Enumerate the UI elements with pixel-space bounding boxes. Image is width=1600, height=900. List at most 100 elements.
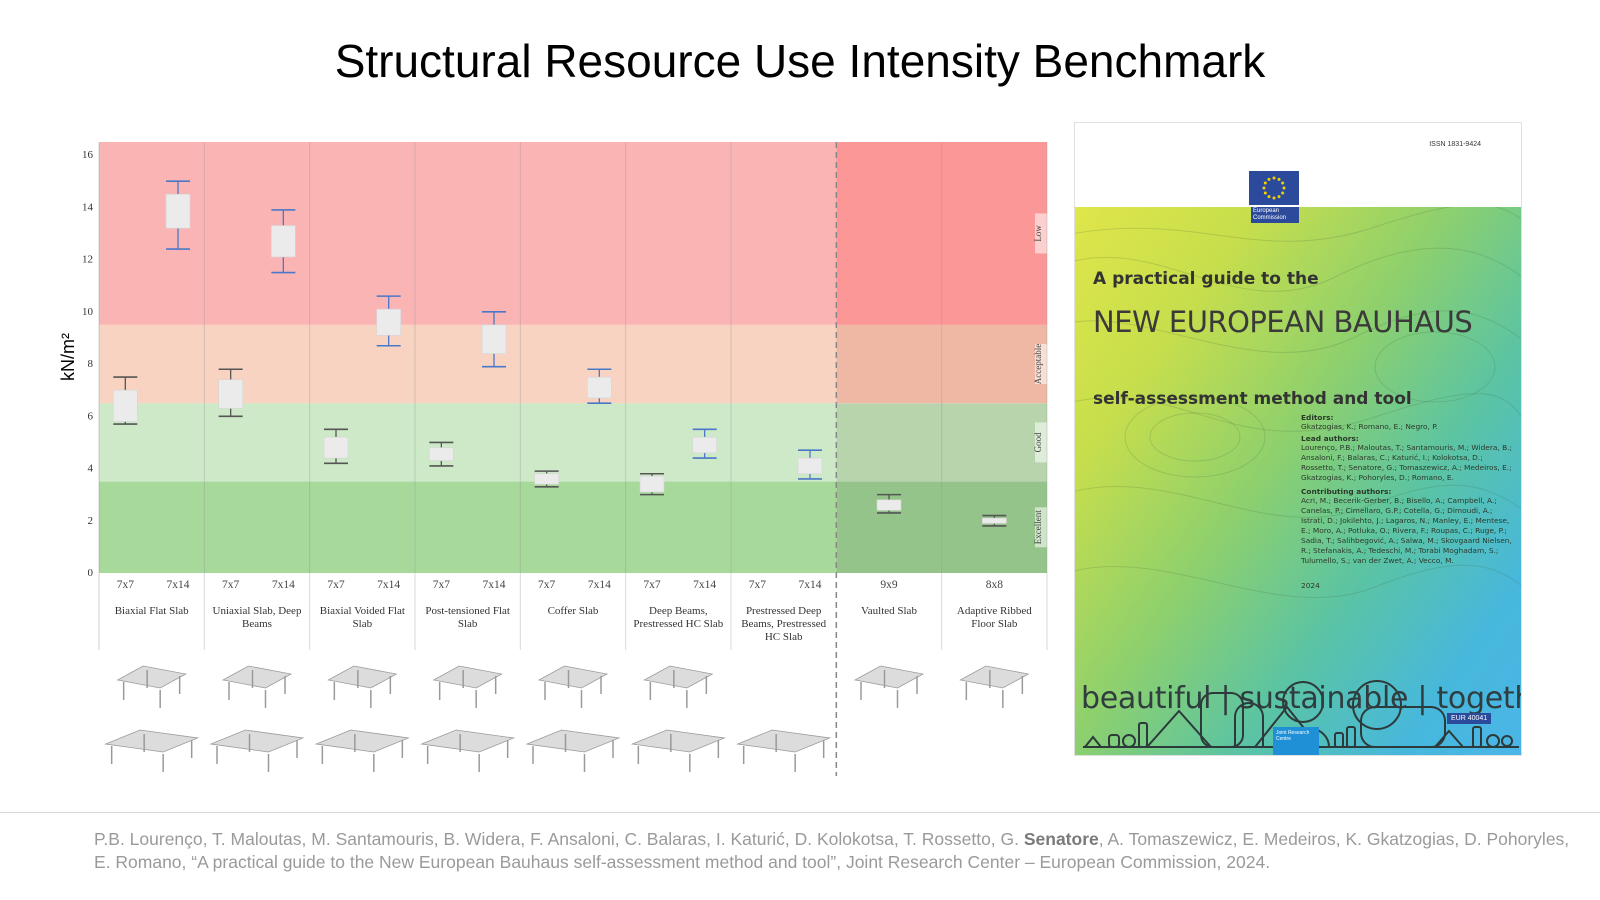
structure-thumbnail xyxy=(736,729,832,753)
box xyxy=(797,457,823,475)
box xyxy=(429,447,454,461)
group-label: Post-tensioned Flat xyxy=(425,605,510,617)
eu-star xyxy=(1267,177,1271,181)
box xyxy=(587,376,612,399)
span-label: 8x8 xyxy=(986,579,1004,591)
group-label: Slab xyxy=(458,618,478,630)
box xyxy=(481,324,507,354)
structure-thumbnail xyxy=(853,665,925,689)
band-excellent-right xyxy=(836,481,1047,573)
span-label: 9x9 xyxy=(880,579,898,591)
span-label: 7x14 xyxy=(167,579,190,591)
span-label: 7x14 xyxy=(377,579,400,591)
structure-thumbnail xyxy=(420,729,516,753)
structure-thumbnail xyxy=(525,729,621,753)
group-label: Deep Beams, xyxy=(649,605,708,617)
cover-contrib-label: Contributing authors: xyxy=(1301,487,1392,496)
structure-thumbnail xyxy=(537,665,609,689)
span-label: 7x14 xyxy=(483,579,506,591)
cover-tagline: beautiful | sustainable | together xyxy=(1081,681,1522,716)
y-tick-label: 4 xyxy=(88,463,94,475)
span-label: 7x14 xyxy=(272,579,295,591)
citation: P.B. Lourenço, T. Maloutas, M. Santamour… xyxy=(94,828,1574,874)
eu-star xyxy=(1282,186,1286,190)
jrc-logo: Joint Research Centre xyxy=(1273,727,1319,755)
span-label: 7x7 xyxy=(749,579,767,591)
band-excellent xyxy=(99,481,837,573)
citation-highlight: Senatore xyxy=(1023,829,1099,849)
box xyxy=(639,476,665,493)
band-label-bg xyxy=(1035,507,1047,548)
box xyxy=(982,517,1007,524)
span-label: 7x7 xyxy=(643,579,661,591)
structure-thumbnail xyxy=(630,729,726,753)
group-label: Uniaxial Slab, Deep xyxy=(213,605,302,617)
cover-heading-3: self-assessment method and tool xyxy=(1093,389,1412,409)
cover-lead-authors: Lourenço, P.B.; Maloutas, T.; Santamouri… xyxy=(1301,443,1513,482)
group-label: Adaptive Ribbed xyxy=(957,605,1032,617)
band-low xyxy=(99,142,837,325)
y-tick-label: 0 xyxy=(88,567,94,579)
eur-number: EUR 40041 xyxy=(1447,713,1492,724)
eu-star xyxy=(1277,195,1281,199)
structure-thumbnail xyxy=(116,665,187,689)
span-label: 7x7 xyxy=(222,579,240,591)
ec-logo: European Commission xyxy=(1249,171,1321,235)
band-label: Excellent xyxy=(1033,510,1043,544)
group-label: Floor Slab xyxy=(971,618,1018,630)
box xyxy=(165,193,191,229)
footer-divider xyxy=(0,812,1600,813)
box xyxy=(113,389,138,422)
eu-star xyxy=(1277,177,1281,181)
citation-text-end: , A. Tomaszewicz, E. Medeiros, K. Gkatzo… xyxy=(94,829,1570,872)
structure-thumbnail xyxy=(327,665,398,689)
y-tick-label: 6 xyxy=(88,410,94,422)
band-label-bg xyxy=(1035,213,1047,254)
group-label: Beams, Prestressed xyxy=(741,618,826,630)
y-tick-label: 14 xyxy=(82,201,94,213)
group-label: Prestressed HC Slab xyxy=(633,618,723,630)
span-label: 7x7 xyxy=(327,579,345,591)
box xyxy=(271,225,296,258)
group-label: Biaxial Voided Flat xyxy=(320,605,405,617)
span-label: 7x14 xyxy=(693,579,716,591)
band-low-right xyxy=(836,142,1047,325)
eu-flag-icon xyxy=(1249,171,1299,205)
band-label-bg xyxy=(1035,344,1047,385)
structure-thumbnail xyxy=(209,729,305,753)
span-label: 7x14 xyxy=(588,579,611,591)
span-label: 7x7 xyxy=(117,579,135,591)
contour-pattern xyxy=(1075,207,1521,748)
structure-thumbnail xyxy=(314,729,410,753)
group-label: Coffer Slab xyxy=(548,605,599,617)
span-label: 7x14 xyxy=(799,579,822,591)
band-acceptable-right xyxy=(836,324,1047,404)
cover-editors: Gkatzogias, K.; Romano, E.; Negro, P. xyxy=(1301,422,1438,431)
ec-logo-label: European Commission xyxy=(1251,207,1299,223)
structure-thumbnail xyxy=(432,665,503,689)
eu-star xyxy=(1267,195,1271,199)
cover-heading-2: NEW EUROPEAN BAUHAUS xyxy=(1093,305,1473,339)
band-label: Acceptable xyxy=(1033,344,1043,384)
box xyxy=(534,473,559,485)
structure-thumbnail xyxy=(221,665,293,689)
span-label: 7x7 xyxy=(433,579,451,591)
band-label-bg xyxy=(1035,422,1047,463)
y-axis-label: kN/m² xyxy=(58,333,78,381)
y-tick-label: 2 xyxy=(88,515,94,527)
structure-thumbnail xyxy=(643,665,714,689)
band-good-right xyxy=(836,403,1047,482)
cover-editors-label: Editors: xyxy=(1301,413,1334,422)
cover-heading-1: A practical guide to the xyxy=(1093,269,1319,289)
box xyxy=(218,379,243,409)
box xyxy=(323,436,349,459)
citation-text: P.B. Lourenço, T. Maloutas, M. Santamour… xyxy=(94,829,1024,849)
group-label: Biaxial Flat Slab xyxy=(115,605,189,617)
band-label: Good xyxy=(1033,432,1043,452)
cover-body xyxy=(1075,207,1521,755)
band-acceptable xyxy=(99,324,837,404)
cover-contrib-authors: Acri, M.; Becerik-Gerber, B.; Bisello, A… xyxy=(1301,496,1512,565)
structure-thumbnail xyxy=(104,729,200,753)
eu-star xyxy=(1272,176,1276,180)
span-label: 7x7 xyxy=(538,579,556,591)
